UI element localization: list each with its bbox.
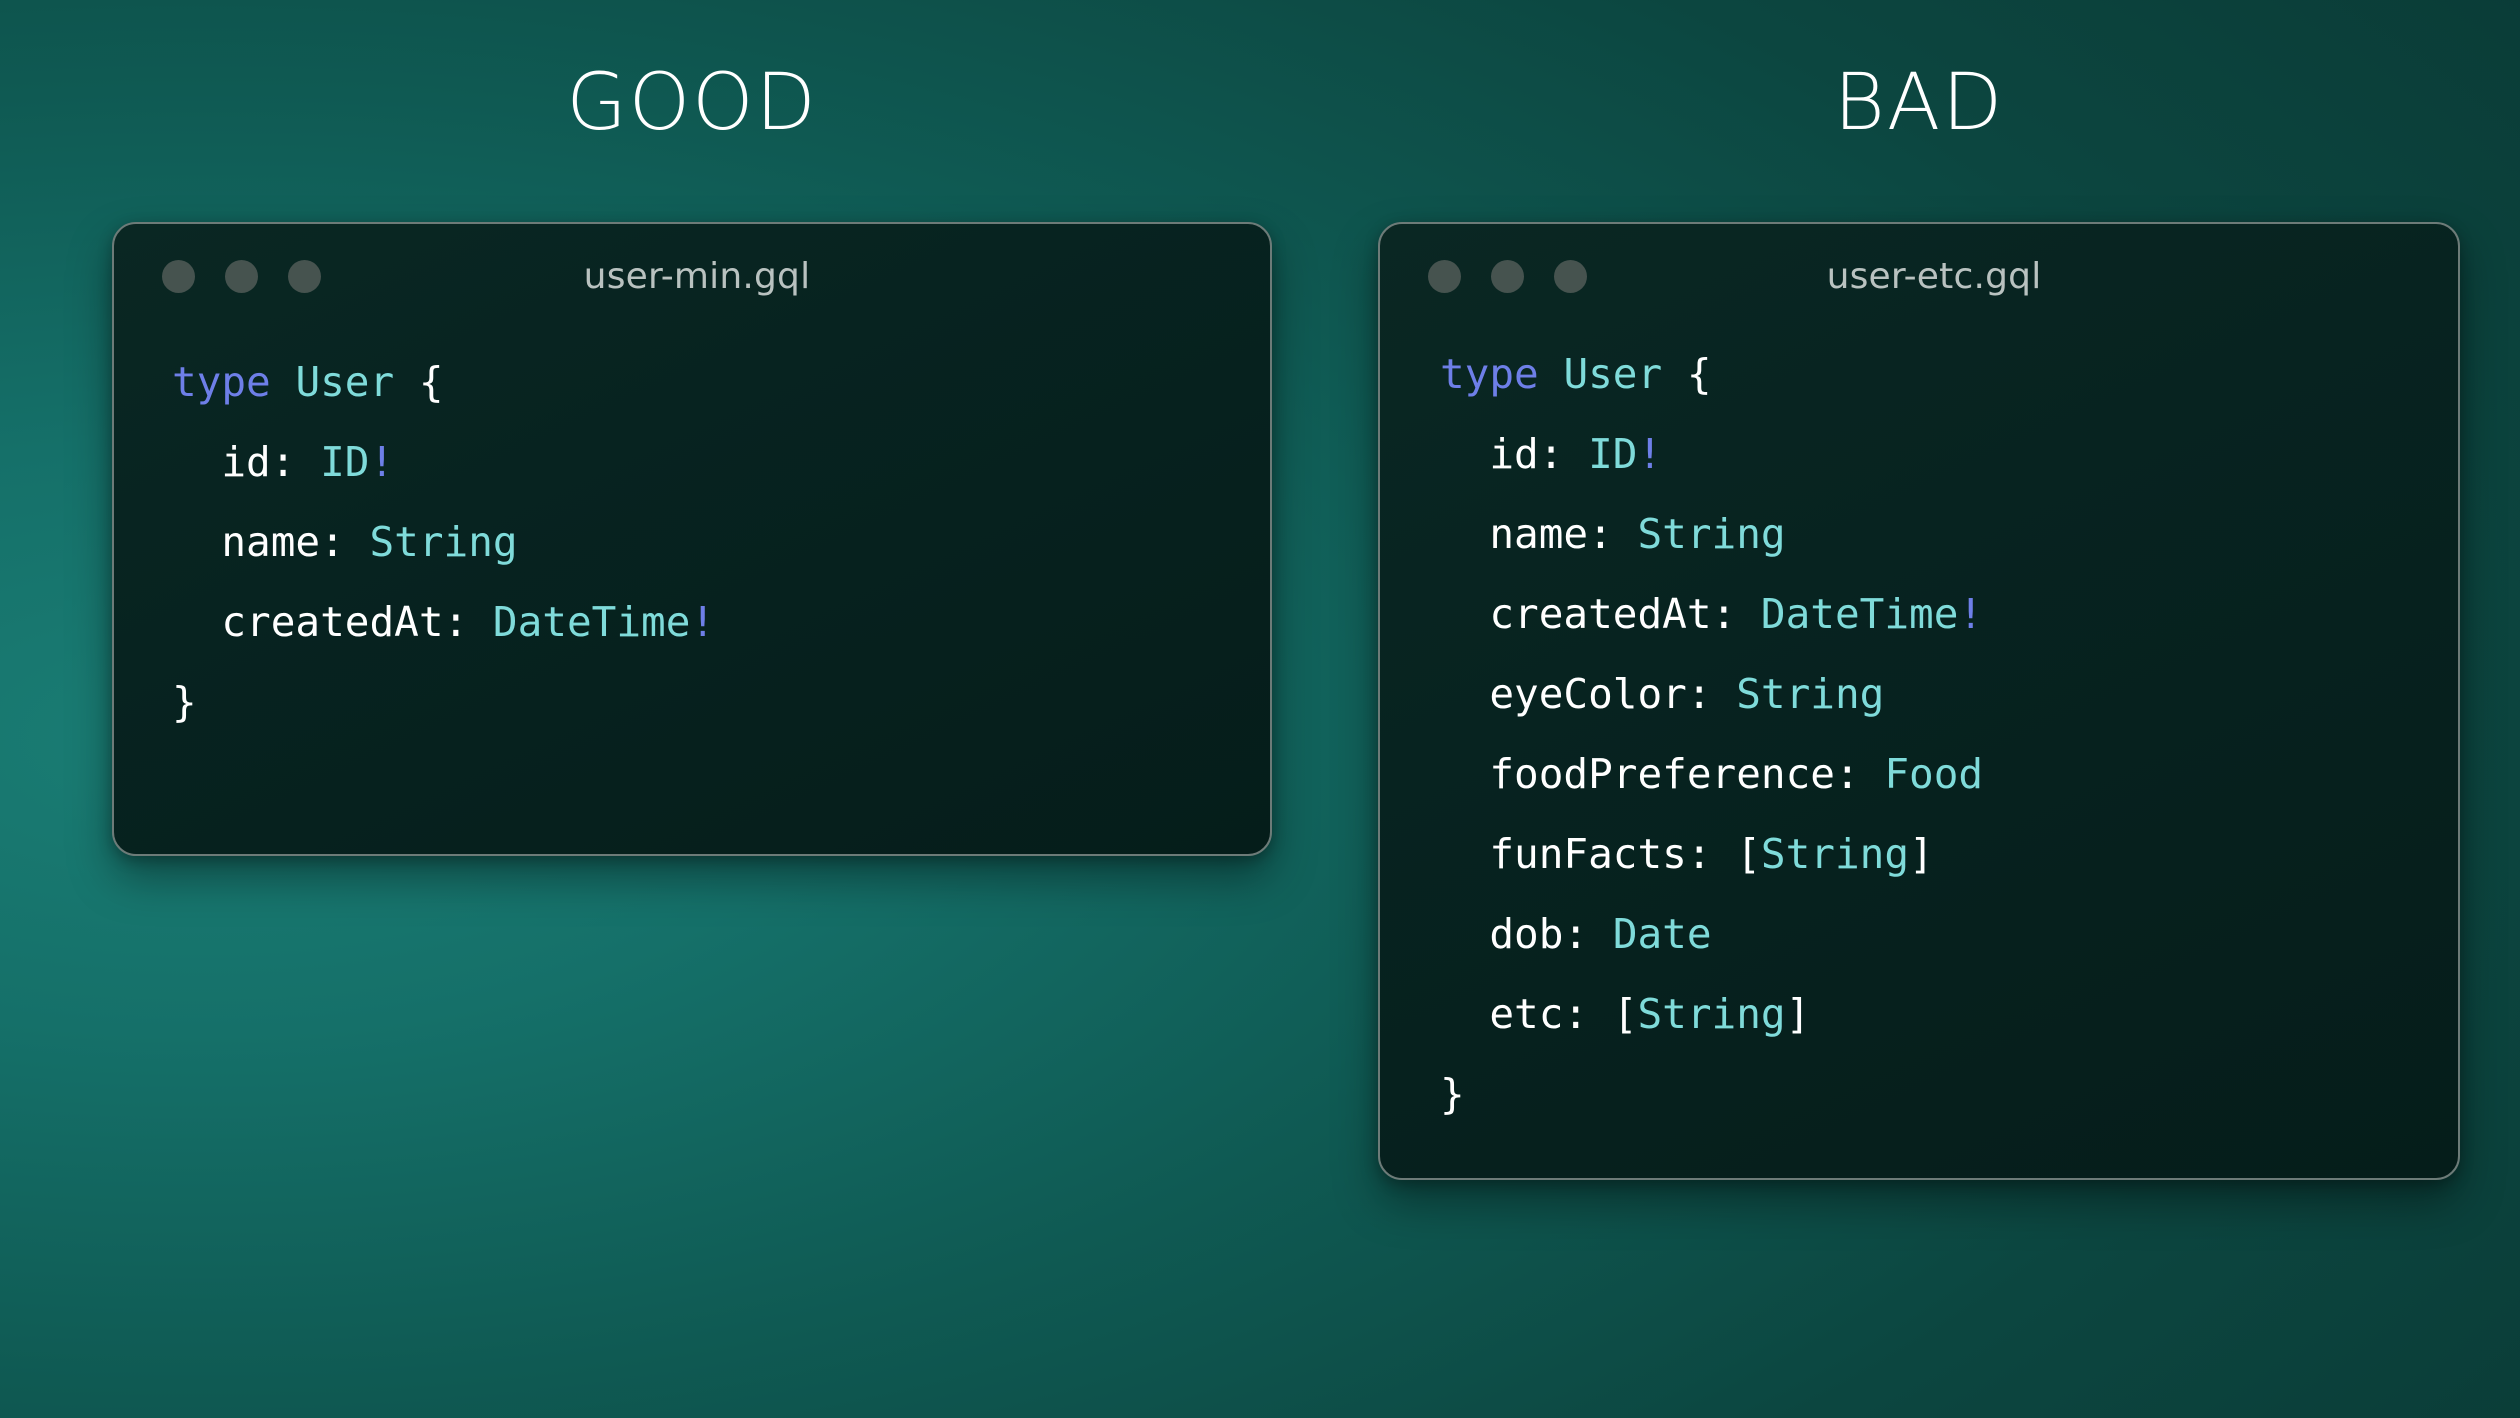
code-card-titlebar: user-min.gql bbox=[114, 224, 1270, 328]
code-block: type User { id: ID! name: String created… bbox=[114, 328, 1270, 742]
window-controls bbox=[162, 259, 321, 293]
code-token-punct: ] bbox=[1785, 990, 1811, 1038]
code-line: } bbox=[172, 662, 1270, 742]
code-token-field: foodPreference: bbox=[1489, 750, 1860, 798]
heading-good: GOOD bbox=[566, 58, 818, 148]
code-token-bang: ! bbox=[1958, 590, 1984, 638]
code-token-punct: ] bbox=[1909, 830, 1934, 878]
code-line: createdAt: DateTime! bbox=[172, 582, 1270, 662]
code-token-type: String bbox=[1637, 990, 1786, 1038]
minimize-dot-icon[interactable] bbox=[1491, 259, 1524, 293]
code-card-bad: user-etc.gql type User { id: ID! name: S… bbox=[1378, 222, 2460, 1180]
close-dot-icon[interactable] bbox=[1428, 259, 1461, 293]
close-dot-icon[interactable] bbox=[162, 259, 195, 293]
code-token-punct: } bbox=[1440, 1070, 1465, 1118]
code-token-field: createdAt: bbox=[1489, 590, 1737, 638]
code-token-field: id: bbox=[221, 438, 296, 486]
code-line: id: ID! bbox=[1440, 414, 2458, 494]
code-token-punct: } bbox=[172, 678, 197, 726]
code-token-field: eyeColor: bbox=[1489, 670, 1712, 718]
code-line: type User { bbox=[1440, 334, 2458, 414]
code-token-field: id: bbox=[1489, 430, 1564, 478]
code-token-punct: [ bbox=[1612, 990, 1638, 1038]
code-line: id: ID! bbox=[172, 422, 1270, 502]
code-line: } bbox=[1440, 1054, 2458, 1134]
filename-label: user-min.gql bbox=[583, 255, 811, 297]
code-token-type: String bbox=[1760, 830, 1910, 878]
code-line: name: String bbox=[172, 502, 1270, 582]
window-controls bbox=[1428, 259, 1587, 293]
code-line: foodPreference: Food bbox=[1440, 734, 2458, 814]
code-line: funFacts: [String] bbox=[1440, 814, 2458, 894]
maximize-dot-icon[interactable] bbox=[1554, 259, 1587, 293]
code-token-field: dob: bbox=[1489, 910, 1589, 958]
code-token-type: DateTime bbox=[492, 598, 691, 646]
code-line: dob: Date bbox=[1440, 894, 2458, 974]
comparison-headings: GOOD BAD bbox=[0, 0, 2520, 222]
code-line: eyeColor: String bbox=[1440, 654, 2458, 734]
filename-label: user-etc.gql bbox=[1826, 255, 2042, 297]
code-token-type: String bbox=[1736, 670, 1885, 718]
minimize-dot-icon[interactable] bbox=[225, 259, 258, 293]
code-token-type: String bbox=[1637, 510, 1786, 558]
code-token-punct: [ bbox=[1736, 830, 1761, 878]
code-card-titlebar: user-etc.gql bbox=[1380, 224, 2458, 328]
code-token-type: DateTime bbox=[1760, 590, 1959, 638]
code-token-type: User bbox=[1563, 350, 1663, 398]
code-line: name: String bbox=[1440, 494, 2458, 574]
code-token-field: name: bbox=[221, 518, 345, 566]
code-token-keyword: type bbox=[1440, 350, 1539, 398]
code-block: type User { id: ID! name: String created… bbox=[1380, 328, 2458, 1134]
code-token-type: Date bbox=[1612, 910, 1712, 958]
code-token-punct: { bbox=[418, 358, 444, 406]
code-card-good: user-min.gql type User { id: ID! name: S… bbox=[112, 222, 1272, 856]
code-token-type: Food bbox=[1884, 750, 1984, 798]
code-token-type: String bbox=[369, 518, 518, 566]
code-token-type: ID bbox=[320, 438, 370, 486]
code-token-bang: ! bbox=[369, 438, 395, 486]
code-token-field: createdAt: bbox=[221, 598, 469, 646]
code-token-bang: ! bbox=[1637, 430, 1663, 478]
code-line: etc: [String] bbox=[1440, 974, 2458, 1054]
maximize-dot-icon[interactable] bbox=[288, 259, 321, 293]
code-line: type User { bbox=[172, 342, 1270, 422]
code-line: createdAt: DateTime! bbox=[1440, 574, 2458, 654]
code-token-bang: ! bbox=[690, 598, 716, 646]
code-token-type: User bbox=[295, 358, 395, 406]
code-token-field: etc: bbox=[1489, 990, 1589, 1038]
heading-bad: BAD bbox=[1833, 58, 2005, 148]
code-token-type: ID bbox=[1588, 430, 1638, 478]
code-token-field: funFacts: bbox=[1489, 830, 1712, 878]
code-token-field: name: bbox=[1489, 510, 1613, 558]
code-token-keyword: type bbox=[172, 358, 271, 406]
code-token-punct: { bbox=[1686, 350, 1712, 398]
